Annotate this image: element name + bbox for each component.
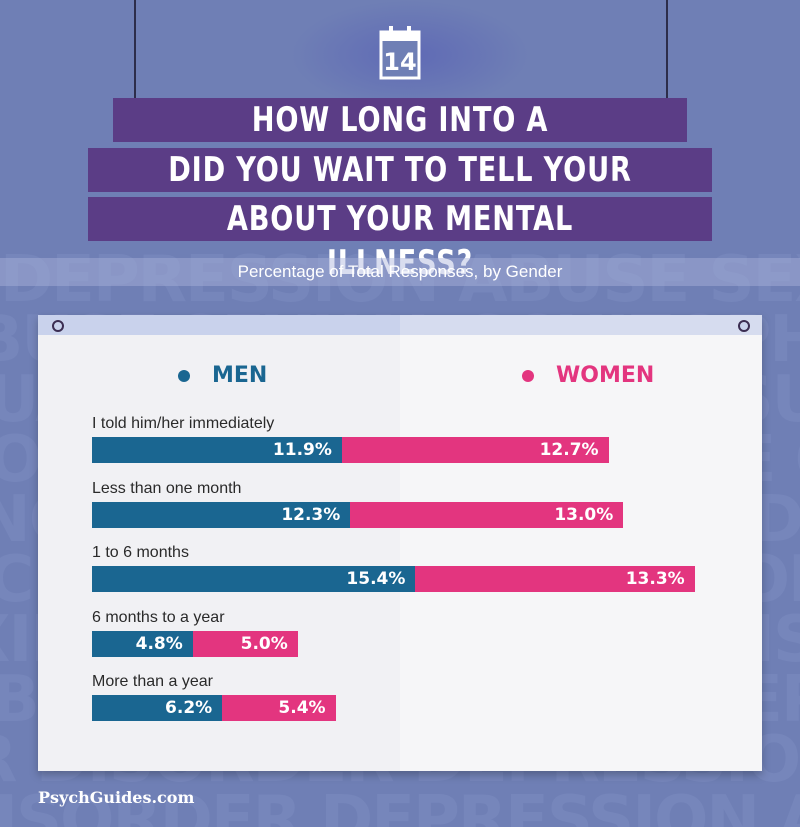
title-line-3: ABOUT YOUR MENTAL ILLNESS? [88, 197, 712, 283]
pin-right-icon [738, 320, 750, 332]
background-word-line: DEPRESSION ABUSE SEXUAL SCHIZOPHRENIA SU… [0, 250, 800, 317]
bar-men: 11.9% [92, 437, 342, 463]
legend-women: WOMEN [522, 363, 654, 388]
bar-women: 12.7% [341, 437, 609, 463]
bar-women: 13.3% [415, 566, 695, 592]
bar-value-label: 13.0% [554, 504, 614, 525]
brand-logo-text: PsychGuides.com [38, 788, 195, 807]
board-right-half [400, 335, 762, 771]
bar-men: 12.3% [92, 501, 351, 528]
title-line-1: HOW LONG INTO A RELATIONSHIP [113, 98, 687, 184]
legend-men: MEN [178, 363, 267, 388]
category-label: 1 to 6 months [92, 544, 189, 561]
calendar-day-number: 14 [383, 48, 416, 76]
bar-value-label: 12.3% [281, 504, 341, 525]
chart-board: MEN WOMEN I told him/her immediately 11.9… [38, 315, 762, 771]
legend-women-label: WOMEN [556, 363, 655, 388]
hanging-string-left [134, 0, 136, 100]
subtitle-band [0, 258, 800, 286]
category-label: Less than one month [92, 479, 242, 497]
bar-value-label: 13.3% [625, 569, 685, 589]
category-label: 6 months to a year [92, 608, 225, 626]
bar-value-label: 5.0% [240, 633, 288, 654]
bar-value-label: 11.9% [272, 440, 332, 460]
category-label: More than a year [92, 673, 213, 690]
bar-men: 4.8% [92, 630, 193, 657]
bar-value-label: 5.4% [278, 698, 326, 718]
bar-women: 13.0% [350, 501, 624, 528]
bar-women: 5.4% [222, 695, 336, 721]
title-line-2: DID YOU WAIT TO TELL YOUR PARTNER [88, 148, 712, 234]
bar-value-label: 4.8% [135, 633, 183, 654]
pin-left-icon [52, 320, 64, 332]
bar-women: 5.0% [192, 630, 298, 657]
bar-value-label: 12.7% [539, 440, 599, 460]
legend-women-dot [522, 369, 534, 382]
bar-value-label: 6.2% [165, 698, 213, 718]
hanging-string-right [666, 0, 668, 100]
bar-men: 6.2% [92, 695, 223, 721]
chart-subtitle: Percentage of Total Responses, by Gender [237, 262, 563, 281]
board-header [38, 315, 762, 335]
bar-value-label: 15.4% [346, 569, 406, 589]
category-label: I told him/her immediately [92, 415, 275, 432]
legend-men-dot [178, 369, 190, 382]
background-word-line: DISORDER DEPRESSION ABUSE SEXUAL SCHIZOP… [0, 783, 800, 827]
calendar-icon: 14 [378, 24, 422, 80]
bar-men: 15.4% [92, 566, 416, 592]
legend-men-label: MEN [212, 363, 268, 388]
